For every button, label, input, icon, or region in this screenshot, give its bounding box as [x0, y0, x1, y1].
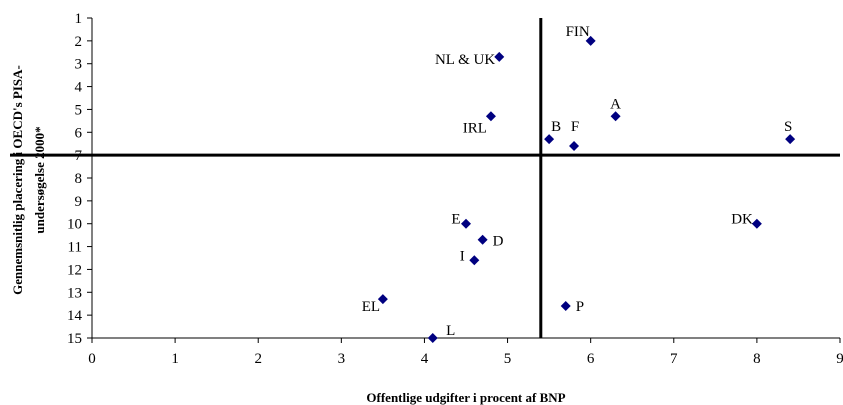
data-label-dk: DK [731, 212, 753, 228]
x-tick-labels: 0 1 2 3 4 5 6 7 8 9 [88, 338, 843, 367]
data-label-i: I [460, 248, 465, 264]
x-tick-label: 5 [504, 351, 512, 367]
data-point-nl-uk [494, 51, 505, 62]
data-label-f: F [571, 119, 579, 135]
y-tick-label: 9 [75, 194, 83, 210]
x-tick-label: 0 [88, 351, 96, 367]
x-tick-label: 8 [753, 351, 761, 367]
data-point-f [569, 141, 580, 151]
y-tick-labels: 123456789101112131415 [67, 11, 92, 347]
y-tick-label: 1 [75, 11, 83, 27]
data-point-i [469, 255, 480, 266]
y-tick-label: 12 [67, 262, 82, 278]
data-points: FIN NL & UK A IRL B F S E DK D I EL P L [362, 24, 796, 343]
y-tick-label: 14 [67, 308, 83, 324]
data-point-d [477, 234, 488, 245]
y-tick-label: 4 [75, 80, 83, 96]
y-tick-label: 15 [67, 331, 82, 347]
x-tick-label: 6 [587, 351, 595, 367]
data-point-dk [751, 218, 762, 229]
x-tick-label: 2 [254, 351, 262, 367]
y-axis-title-line-1: Gennemsnitlig placering i OECD's PISA- [10, 65, 25, 295]
x-tick-label: 7 [670, 351, 678, 367]
data-point-s [785, 134, 796, 145]
data-point-p [560, 301, 571, 311]
reference-lines [10, 18, 840, 338]
data-label-d: D [493, 234, 504, 250]
data-label-a: A [610, 96, 621, 112]
data-point-a [610, 111, 621, 122]
y-tick-label: 13 [67, 285, 82, 301]
y-axis-title-line-2: undersøgelse 2000* [32, 126, 47, 233]
y-tick-label: 11 [68, 240, 82, 256]
data-point-e [461, 218, 471, 229]
data-point-irl [485, 111, 496, 122]
x-tick-label: 4 [421, 351, 429, 367]
data-point-b [544, 134, 555, 145]
x-axis-title: Offentlige udgifter i procent af BNP [366, 390, 565, 405]
x-tick-label: 1 [171, 351, 179, 367]
y-tick-label: 8 [75, 171, 83, 187]
data-point-l [427, 333, 438, 343]
data-label-e: E [451, 212, 460, 228]
x-tick-label: 9 [836, 351, 843, 367]
data-label-l: L [446, 323, 455, 339]
y-tick-label: 5 [75, 102, 83, 118]
data-label-p: P [576, 299, 584, 315]
data-label-el: EL [362, 299, 380, 315]
data-label-nl-uk: NL & UK [435, 52, 495, 68]
data-label-b: B [551, 119, 561, 135]
data-label-s: S [784, 119, 792, 135]
y-tick-label: 3 [75, 57, 83, 73]
data-point-el [377, 294, 388, 305]
y-tick-label: 6 [75, 125, 83, 141]
data-label-fin: FIN [566, 24, 590, 40]
data-point-fin [585, 35, 596, 46]
y-tick-label: 2 [75, 34, 83, 50]
x-tick-label: 3 [338, 351, 346, 367]
y-tick-label: 10 [67, 217, 82, 233]
data-label-irl: IRL [463, 120, 487, 136]
